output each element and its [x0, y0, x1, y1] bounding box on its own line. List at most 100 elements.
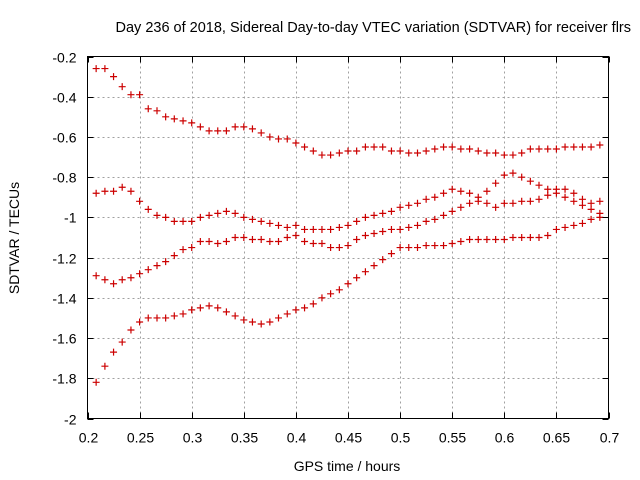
data-point: [361, 143, 369, 151]
data-point: [240, 316, 248, 324]
data-point: [144, 266, 152, 274]
data-point: [188, 217, 196, 225]
data-point: [170, 312, 178, 320]
y-tick-label: -1.6: [52, 331, 76, 347]
data-point: [492, 236, 500, 244]
data-point: [162, 213, 170, 221]
data-point: [144, 314, 152, 322]
x-tick-label: 0.7: [600, 430, 620, 446]
data-point: [518, 173, 526, 181]
data-point: [327, 290, 335, 298]
data-point: [448, 240, 456, 248]
data-point: [466, 199, 474, 207]
data-point: [110, 348, 118, 356]
data-point: [101, 276, 109, 284]
data-point: [526, 197, 534, 205]
data-point: [327, 225, 335, 233]
data-point: [379, 256, 387, 264]
data-point: [335, 286, 343, 294]
data-point: [283, 135, 291, 143]
chart-title: Day 236 of 2018, Sidereal Day-to-day VTE…: [116, 20, 631, 36]
data-point: [483, 236, 491, 244]
data-point: [387, 207, 395, 215]
data-point: [492, 149, 500, 157]
data-point: [509, 199, 517, 207]
data-point: [561, 143, 569, 151]
data-point: [266, 318, 274, 326]
data-point: [387, 225, 395, 233]
data-point: [231, 234, 239, 241]
data-point: [274, 135, 282, 143]
data-point: [110, 73, 118, 81]
data-point: [179, 310, 187, 318]
data-point: [353, 274, 361, 282]
data-point: [110, 187, 118, 195]
data-point: [526, 177, 534, 185]
data-point: [396, 225, 404, 233]
data-point: [257, 217, 265, 225]
data-point: [92, 65, 100, 73]
data-point: [509, 234, 517, 241]
data-point: [500, 236, 508, 244]
data-point: [552, 225, 560, 233]
data-point: [274, 221, 282, 229]
data-point: [153, 211, 161, 219]
data-point: [240, 213, 248, 221]
data-point: [196, 123, 204, 131]
data-point: [370, 229, 378, 237]
data-point: [474, 193, 482, 201]
data-point: [431, 193, 439, 201]
data-point: [422, 147, 430, 155]
x-tick-label: 0.6: [495, 430, 515, 446]
data-point: [587, 205, 595, 213]
data-point: [309, 240, 317, 248]
data-point: [240, 234, 248, 241]
data-point: [179, 117, 187, 125]
data-point: [283, 310, 291, 318]
data-point: [127, 274, 135, 282]
data-point: [587, 199, 595, 207]
data-point: [196, 238, 204, 246]
data-point: [483, 199, 491, 207]
data-point: [292, 306, 300, 314]
series-3: [92, 169, 604, 288]
data-point: [440, 189, 448, 197]
data-point: [500, 151, 508, 159]
x-tick-label: 0.4: [287, 430, 307, 446]
data-point: [535, 145, 543, 153]
data-point: [431, 242, 439, 250]
data-point: [118, 83, 126, 91]
data-point: [92, 189, 100, 197]
data-point: [196, 304, 204, 312]
y-tick-label: -1.8: [52, 371, 76, 387]
data-point: [396, 244, 404, 252]
x-tick-label: 0.45: [335, 430, 362, 446]
data-point: [188, 119, 196, 127]
data-point: [422, 195, 430, 203]
data-point: [544, 145, 552, 153]
data-point: [344, 242, 352, 250]
data-point: [283, 223, 291, 231]
data-point: [405, 149, 413, 157]
data-point: [587, 215, 595, 223]
data-point: [344, 221, 352, 229]
data-point: [570, 143, 578, 151]
data-point: [170, 115, 178, 123]
data-point: [552, 145, 560, 153]
data-point: [292, 221, 300, 229]
data-point: [379, 227, 387, 235]
data-point: [414, 221, 422, 229]
data-point: [518, 234, 526, 241]
data-point: [387, 147, 395, 155]
data-point: [431, 145, 439, 153]
x-tick-label: 0.55: [439, 430, 466, 446]
data-point: [144, 205, 152, 213]
data-point: [457, 187, 465, 195]
data-point: [544, 231, 552, 239]
data-point: [353, 236, 361, 244]
data-point: [309, 300, 317, 308]
data-point: [92, 378, 100, 386]
data-point: [387, 250, 395, 258]
